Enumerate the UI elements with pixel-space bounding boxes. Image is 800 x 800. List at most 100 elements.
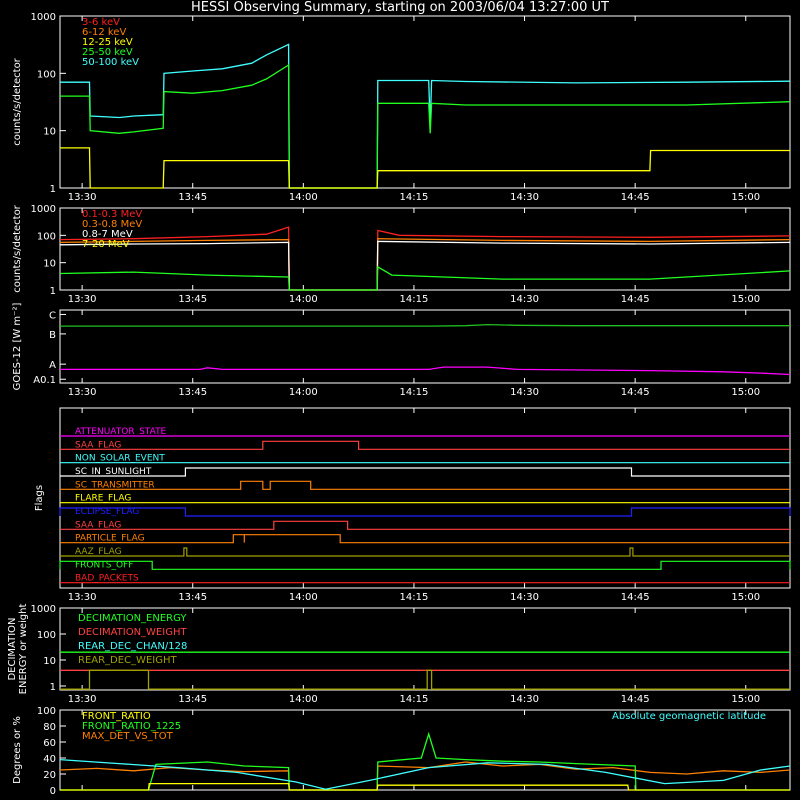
legend-0-0: 3-6 keV — [82, 17, 120, 28]
y-tick-label-5-0: 0 — [50, 786, 56, 797]
legend-0-4: 50-100 keV — [82, 57, 139, 68]
x-tick-label-1-5: 14:45 — [621, 294, 650, 305]
y-tick-label-5-2: 40 — [43, 754, 56, 765]
flag-label-1: SAA_FLAG — [75, 440, 121, 450]
series-1-2 — [59, 240, 791, 291]
y-tick-label-5-4: 80 — [43, 722, 56, 733]
flag-label-7: SAA_FLAG — [75, 520, 121, 530]
series-5-3 — [59, 758, 791, 790]
legend-1-2: 0.8-7 MeV — [82, 229, 133, 240]
flag-label-11: BAD_PACKETS — [75, 574, 139, 584]
x-tick-label-0-6: 15:00 — [731, 192, 760, 203]
y-axis-label-0: counts/s/detector — [12, 57, 23, 145]
y-tick-label-2-1: A — [49, 360, 56, 371]
panel-frame-0 — [59, 15, 791, 189]
x-tick-label-2-0: 13:30 — [68, 387, 97, 398]
legend-0-1: 6-12 keV — [82, 27, 126, 38]
x-tick-label-0-2: 14:00 — [289, 192, 318, 203]
flag-label-5: FLARE_FLAG — [75, 494, 131, 504]
x-tick-label-3-6: 15:00 — [731, 592, 760, 603]
legend-1-1: 0.3-0.8 MeV — [82, 219, 142, 230]
x-tick-label-2-4: 14:30 — [510, 387, 539, 398]
series-1-0 — [59, 226, 791, 291]
panel-frame-3 — [59, 407, 791, 589]
x-tick-label-2-5: 14:45 — [621, 387, 650, 398]
flag-line-8 — [60, 534, 790, 544]
x-tick-label-1-0: 13:30 — [68, 294, 97, 305]
x-tick-label-2-6: 15:00 — [731, 387, 760, 398]
y-tick-label-4-3: 1000 — [31, 604, 56, 615]
flag-label-0: ATTENUATOR_STATE — [75, 427, 167, 437]
y-tick-label-1-0: 1 — [50, 286, 56, 297]
flag-line-4 — [60, 480, 790, 490]
x-tick-label-1-4: 14:30 — [510, 294, 539, 305]
flag-line-10 — [59, 560, 791, 570]
legend-5-0: FRONT_RATIO — [82, 711, 151, 722]
series-5-1 — [60, 731, 790, 791]
series-1-1 — [59, 238, 791, 291]
series-4-2 — [60, 669, 790, 690]
x-tick-label-0-3: 14:15 — [400, 192, 429, 203]
y-axis-label-1: counts/s/detector — [12, 204, 23, 292]
x-tick-label-0-4: 14:30 — [510, 192, 539, 203]
flag-label-10: FRONTS_OFF — [75, 560, 133, 570]
y-tick-label-4-2: 100 — [37, 630, 56, 641]
panel-frame-5 — [59, 709, 791, 791]
y-tick-label-4-1: 10 — [43, 656, 56, 667]
y-tick-label-1-3: 1000 — [31, 204, 56, 215]
y-tick-label-5-5: 100 — [37, 706, 56, 717]
y-axis-label-4: DECIMATION — [7, 617, 18, 680]
flag-label-3: SC_IN_SUNLIGHT — [75, 467, 152, 477]
series-0-1 — [60, 63, 791, 189]
x-tick-label-3-5: 14:45 — [621, 592, 650, 603]
series-5-2 — [60, 782, 790, 791]
legend-5-1: FRONT_RATIO_1225 — [82, 721, 181, 732]
x-tick-label-3-4: 14:30 — [510, 592, 539, 603]
legend-4-0: DECIMATION_ENERGY — [78, 613, 187, 624]
series-0-2 — [60, 147, 790, 189]
flag-line-3 — [60, 467, 790, 477]
x-tick-label-4-4: 14:30 — [510, 694, 539, 705]
flag-line-6 — [59, 507, 791, 517]
x-tick-label-1-6: 15:00 — [731, 294, 760, 305]
legend-1-0: 0.1-0.3 MeV — [82, 209, 142, 220]
series-1-3 — [59, 265, 791, 291]
y-axis-label-4-1: ENERGY or weight — [18, 604, 29, 695]
series-0-0 — [60, 43, 791, 189]
flag-label-9: AAZ_FLAG — [75, 547, 122, 557]
y-tick-label-0-3: 1000 — [31, 12, 56, 23]
y-tick-label-1-1: 10 — [43, 259, 56, 270]
x-tick-label-2-2: 14:00 — [289, 387, 318, 398]
x-tick-label-1-1: 13:45 — [178, 294, 207, 305]
flag-line-9 — [60, 547, 790, 557]
x-tick-label-4-2: 14:00 — [289, 694, 318, 705]
annotation-0: Absolute geomagnetic latitude — [612, 711, 766, 722]
legend-4-2: REAR_DEC_CHAN/128 — [78, 641, 187, 652]
x-tick-label-2-1: 13:45 — [178, 387, 207, 398]
panel-frame-1 — [59, 207, 791, 291]
y-tick-label-2-0: A0.1 — [33, 375, 56, 386]
y-tick-label-4-0: 1 — [50, 682, 56, 693]
x-tick-label-3-3: 14:15 — [400, 592, 429, 603]
y-axis-label-2: GOES-12 [W m⁻²] — [12, 303, 23, 391]
x-tick-label-3-1: 13:45 — [178, 592, 207, 603]
y-tick-label-1-2: 100 — [37, 231, 56, 242]
x-tick-label-2-3: 14:15 — [400, 387, 429, 398]
y-tick-label-5-3: 60 — [43, 738, 56, 749]
series-2-0 — [60, 366, 791, 376]
legend-4-1: DECIMATION_WEIGHT — [78, 627, 187, 638]
x-tick-label-4-6: 15:00 — [731, 694, 760, 705]
y-tick-label-0-2: 100 — [37, 69, 56, 80]
x-tick-label-0-5: 14:45 — [621, 192, 650, 203]
flag-label-8: PARTICLE_FLAG — [75, 534, 145, 544]
series-2-1 — [60, 323, 790, 327]
x-tick-label-0-0: 13:30 — [68, 192, 97, 203]
x-tick-label-4-3: 14:15 — [400, 694, 429, 705]
legend-0-2: 12-25 keV — [82, 37, 133, 48]
y-tick-label-2-2: B — [49, 330, 56, 341]
x-tick-label-4-1: 13:45 — [178, 694, 207, 705]
legend-0-3: 25-50 keV — [82, 47, 133, 58]
x-tick-label-3-0: 13:30 — [68, 592, 97, 603]
x-tick-label-1-3: 14:15 — [400, 294, 429, 305]
